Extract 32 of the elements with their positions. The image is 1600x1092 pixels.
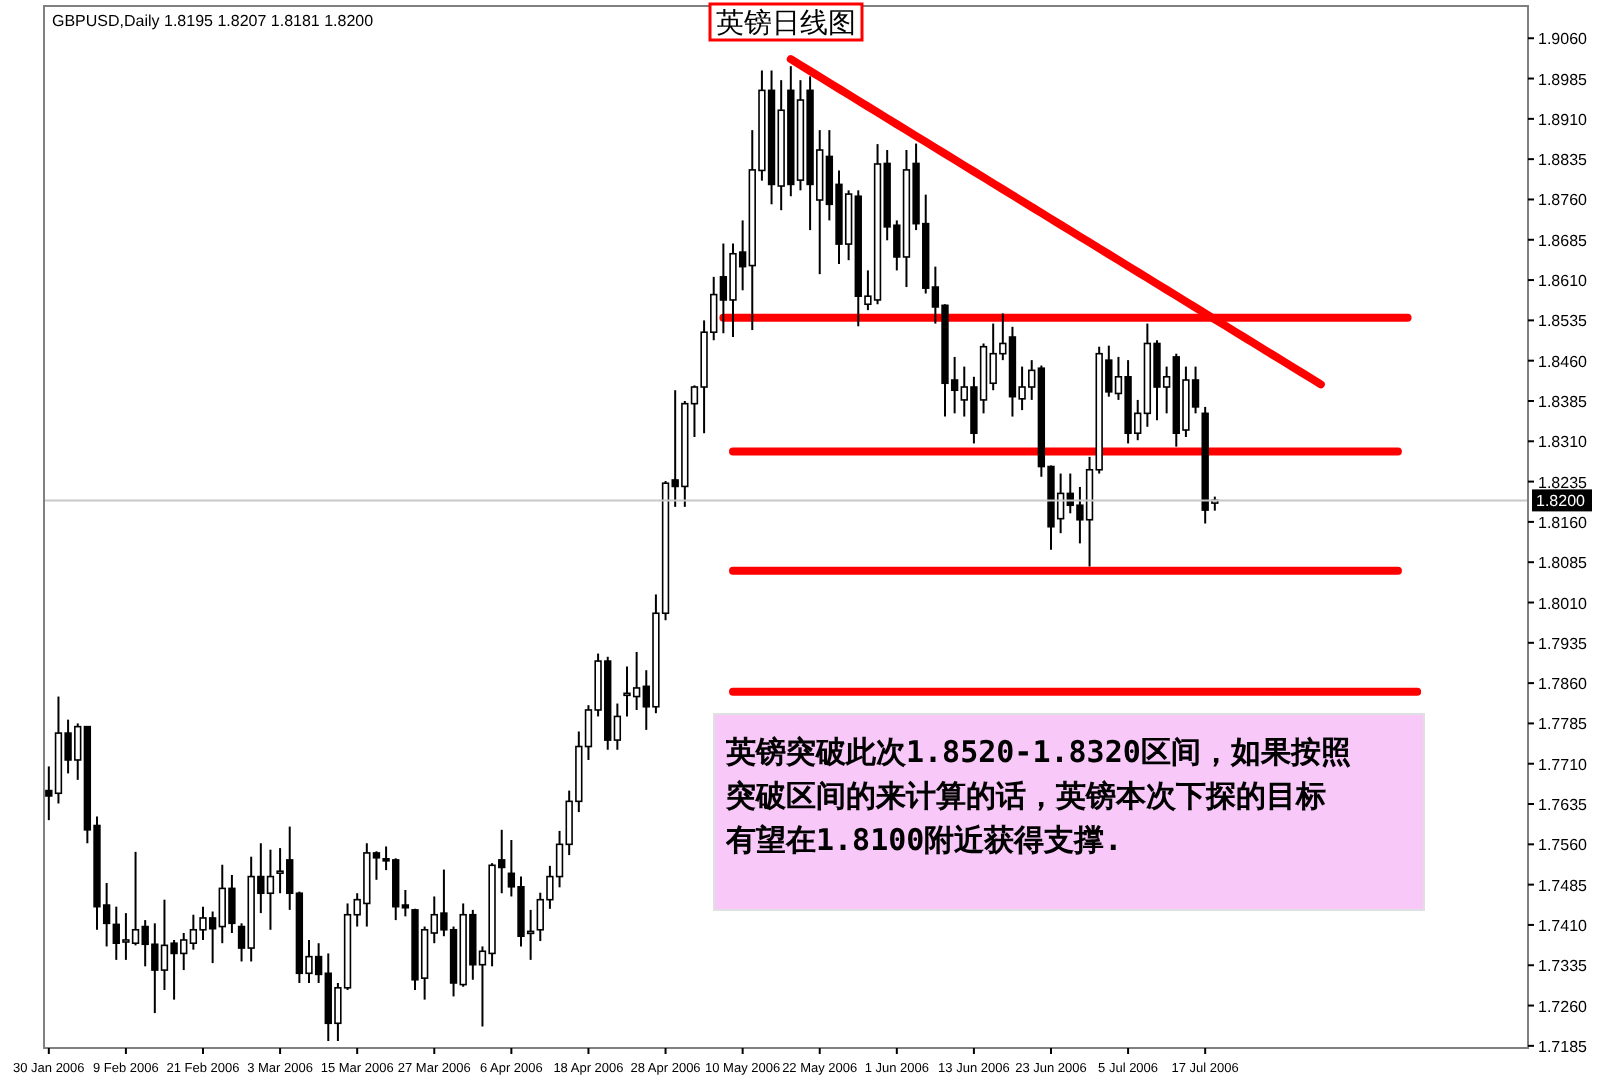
y-tick-label: 1.8085: [1538, 554, 1589, 573]
y-tick-label: 1.9060: [1538, 30, 1589, 49]
y-tick-label: 1.8385: [1538, 392, 1589, 411]
y-tick-label: 1.7410: [1538, 916, 1589, 935]
y-tick-label: 1.8460: [1538, 352, 1589, 371]
y-tick-label: 1.7185: [1538, 1037, 1589, 1056]
y-tick-label: 1.8610: [1538, 272, 1589, 291]
y-tick-label: 1.8835: [1538, 151, 1589, 170]
y-tick-label: 1.8685: [1538, 231, 1589, 250]
y-tick-label: 1.7485: [1538, 876, 1589, 895]
ref-line-label: 1.8200: [1536, 492, 1587, 511]
y-tick-label: 1.8910: [1538, 110, 1589, 129]
y-tick-label: 1.8310: [1538, 433, 1589, 452]
y-tick-label: 1.7710: [1538, 755, 1589, 774]
y-tick-label: 1.7335: [1538, 957, 1589, 976]
chart-subtitle: 英镑日线图: [716, 6, 856, 38]
title: GBPUSD,Daily 1.8195 1.8207 1.8181 1.8200: [52, 12, 374, 30]
y-tick-label: 1.7635: [1538, 796, 1589, 815]
y-tick-label: 1.8160: [1538, 513, 1589, 532]
y-tick-label: 1.8760: [1538, 191, 1589, 210]
y-tick-label: 1.7785: [1538, 715, 1589, 734]
y-tick-label: 1.8010: [1538, 594, 1589, 613]
subtitle: 英镑日线图: [708, 2, 864, 42]
annotation: 英镑突破此次1.8520-1.8320区间，如果按照突破区间的来计算的话，英镑本次下探的目标有望在1.8100附近获得支撑.: [713, 713, 1425, 911]
y-tick-label: 1.8985: [1538, 70, 1589, 89]
annotation: 英镑突破此次1.8520-1.8320区间，如果按照突破区间的来计算的话，英镑本次下探的目标有望在1.8100附近获得支撑.: [726, 732, 1353, 862]
y-tick-label: 1.7260: [1538, 997, 1589, 1016]
y-tick-label: 1.8535: [1538, 312, 1589, 331]
y-tick-label: 1.8235: [1538, 473, 1589, 492]
y-tick-label: 1.7560: [1538, 836, 1589, 855]
y-tick-label: 1.7860: [1538, 675, 1589, 694]
y-tick-label: 1.7935: [1538, 634, 1589, 653]
